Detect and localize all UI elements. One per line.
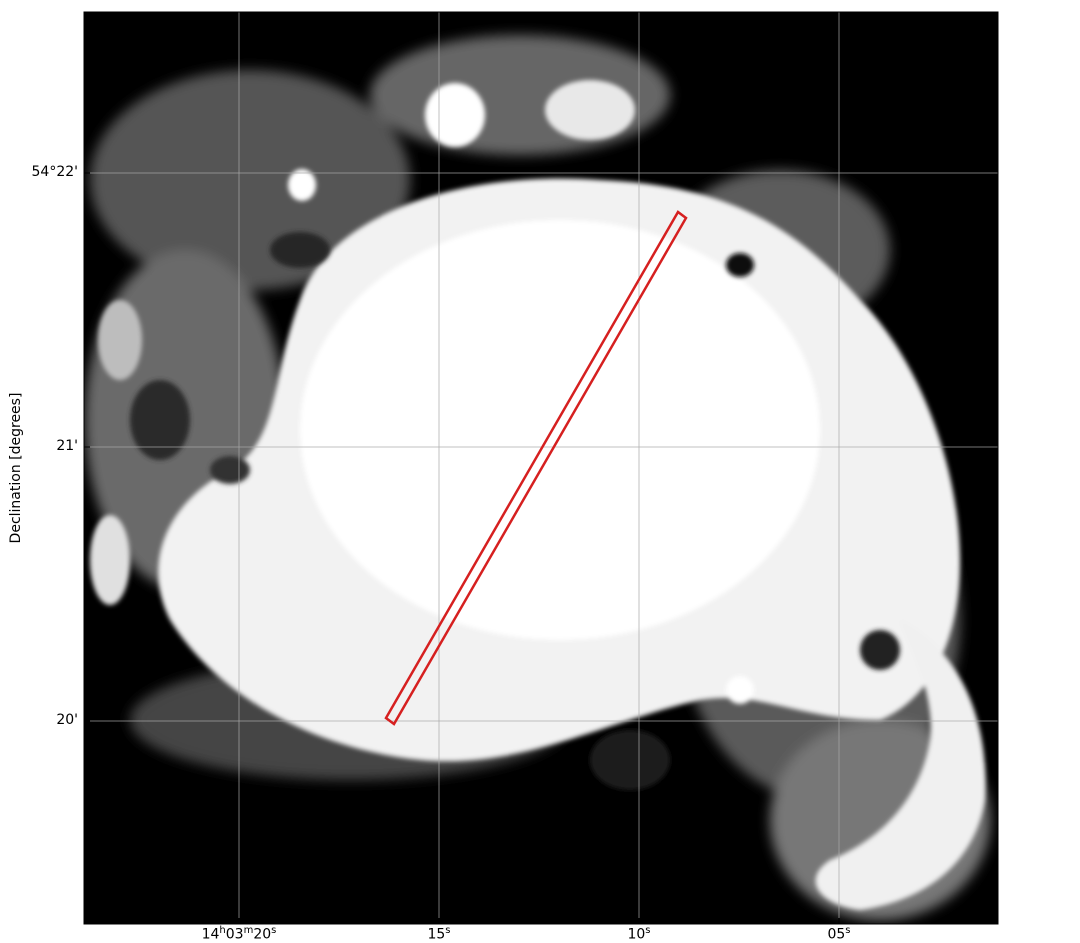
- dark-knots: [130, 232, 900, 790]
- tick-marks: [84, 172, 840, 924]
- x-tick-label: 10s: [627, 925, 651, 943]
- y-axis-label: Declination [degrees]: [8, 392, 24, 544]
- x-tick-label: 05s: [827, 925, 851, 943]
- x-tick-label: 15s: [427, 925, 451, 943]
- y-tick-label: 21': [56, 438, 78, 454]
- image-panel: [84, 12, 998, 924]
- image-frame: [83, 11, 999, 925]
- overlay-region[interactable]: [384, 210, 688, 726]
- x-tick-label: 14h03m20s: [201, 925, 277, 943]
- y-tick-label: 54°22': [31, 164, 78, 180]
- nebula-core: [90, 80, 986, 910]
- y-tick-label: 20': [56, 712, 78, 728]
